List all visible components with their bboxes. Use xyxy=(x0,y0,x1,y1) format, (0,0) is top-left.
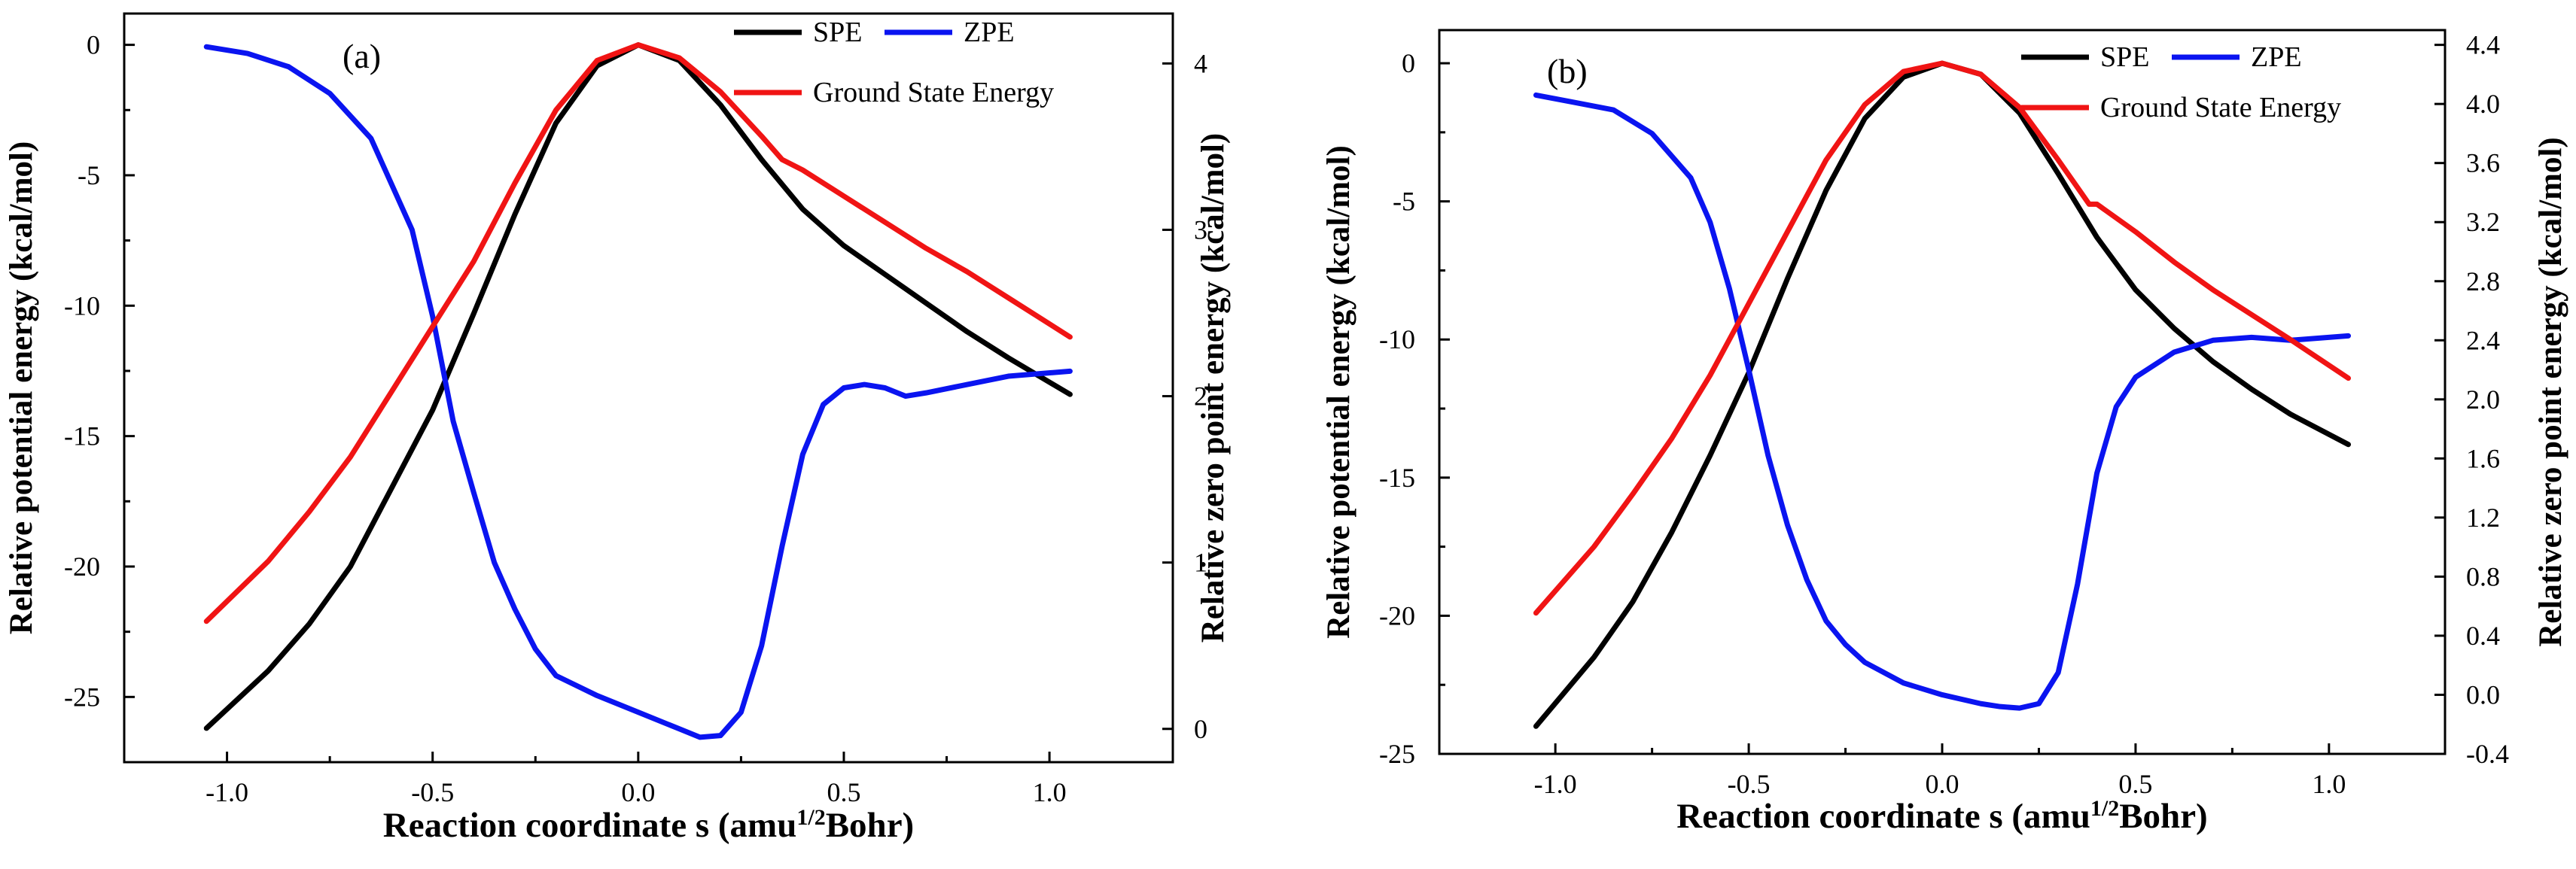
right-y-tick-label: 1 xyxy=(1194,548,1207,578)
left-axis-title: Relative potential energy (kcal/mol) xyxy=(1321,145,1357,639)
right-y-tick-label: 0.4 xyxy=(2466,621,2500,651)
right-y-tick-label: 1.6 xyxy=(2466,443,2500,473)
x-axis-title: Reaction coordinate s (amu1/2Bohr) xyxy=(1676,796,2207,836)
panel-label: (b) xyxy=(1547,52,1588,90)
left-y-tick-label: 0 xyxy=(1402,48,1415,78)
left-axis-title: Relative potential energy (kcal/mol) xyxy=(4,141,39,635)
left-y-tick-label: 0 xyxy=(87,30,100,60)
right-axis-title: Relative zero point energy (kcal/mol) xyxy=(1195,133,1231,643)
right-y-tick-label: 1.2 xyxy=(2466,503,2500,533)
left-y-tick-label: -5 xyxy=(1393,187,1415,217)
legend-label-spe: SPE xyxy=(813,17,862,48)
chart-panel-b: -1.0 -0.5 0.0 0.5 1.0 0 -5 -10 -15 -20 -25 -0.4 0.0 0… xyxy=(1321,29,2568,836)
left-y-tick-label: -10 xyxy=(1379,324,1415,354)
x-tick-label: -1.0 xyxy=(206,777,248,807)
x-tick-label: 0.5 xyxy=(2118,769,2152,799)
x-tick-label: 0.0 xyxy=(1926,769,1959,799)
series-line-spe xyxy=(203,42,1073,731)
right-y-tick-label: 3.2 xyxy=(2466,207,2500,237)
left-y-tick-label: -15 xyxy=(64,421,100,451)
right-y-tick-label: 0.0 xyxy=(2466,679,2500,709)
plot-frame xyxy=(123,12,1174,764)
x-axis-title: Reaction coordinate s (amu1/2Bohr) xyxy=(383,805,914,845)
legend-label-zpe: ZPE xyxy=(964,17,1015,48)
x-tick-label: -1.0 xyxy=(1534,769,1577,799)
right-y-tick-label: -0.4 xyxy=(2466,739,2509,769)
left-y-tick-label: -20 xyxy=(64,551,100,582)
legend-label-zpe: ZPE xyxy=(2251,41,2302,73)
right-y-tick-label: 2.0 xyxy=(2466,384,2500,415)
right-y-tick-label: 3.6 xyxy=(2466,148,2500,178)
right-y-tick-label: 3 xyxy=(1194,214,1207,245)
x-tick-label: 1.0 xyxy=(1033,777,1067,807)
x-tick-label: 0.5 xyxy=(827,777,860,807)
legend-label-ground-state-energy: Ground State Energy xyxy=(2100,92,2341,123)
series-line-ground-state-energy xyxy=(203,42,1073,624)
chart-panel-a: -1.0 -0.5 0.0 0.5 1.0 0 -5 -10 -15 -20 -25 0 1 2 3 4 Rel… xyxy=(4,12,1231,845)
left-y-tick-label: -20 xyxy=(1379,600,1415,630)
x-tick-label: -0.5 xyxy=(411,777,454,807)
x-tick-label: 0.0 xyxy=(621,777,655,807)
right-y-tick-label: 4.0 xyxy=(2466,89,2500,119)
series-line-ground-state-energy xyxy=(1533,60,2352,616)
x-tick-label: 1.0 xyxy=(2312,769,2346,799)
left-y-tick-label: -10 xyxy=(64,290,100,321)
right-y-tick-label: 4 xyxy=(1194,48,1207,78)
legend-label-spe: SPE xyxy=(2100,41,2149,73)
right-axis-title: Relative zero point energy (kcal/mol) xyxy=(2533,137,2568,646)
right-y-tick-label: 0 xyxy=(1194,714,1207,744)
series-line-spe xyxy=(1533,60,2352,729)
series-line-zpe xyxy=(1533,92,2352,711)
legend-label-ground-state-energy: Ground State Energy xyxy=(813,77,1054,108)
left-y-tick-label: -15 xyxy=(1379,463,1415,493)
right-y-tick-label: 0.8 xyxy=(2466,561,2500,591)
right-y-tick-label: 2.8 xyxy=(2466,266,2500,296)
panel-label: (a) xyxy=(343,37,381,75)
series-line-zpe xyxy=(203,44,1073,740)
left-y-tick-label: -5 xyxy=(78,160,100,190)
right-y-tick-label: 4.4 xyxy=(2466,30,2500,60)
left-y-tick-label: -25 xyxy=(64,682,100,712)
right-y-tick-label: 2 xyxy=(1194,381,1207,412)
x-tick-label: -0.5 xyxy=(1728,769,1771,799)
plot-frame xyxy=(1438,29,2447,755)
right-y-tick-label: 2.4 xyxy=(2466,325,2500,355)
left-y-tick-label: -25 xyxy=(1379,739,1415,769)
